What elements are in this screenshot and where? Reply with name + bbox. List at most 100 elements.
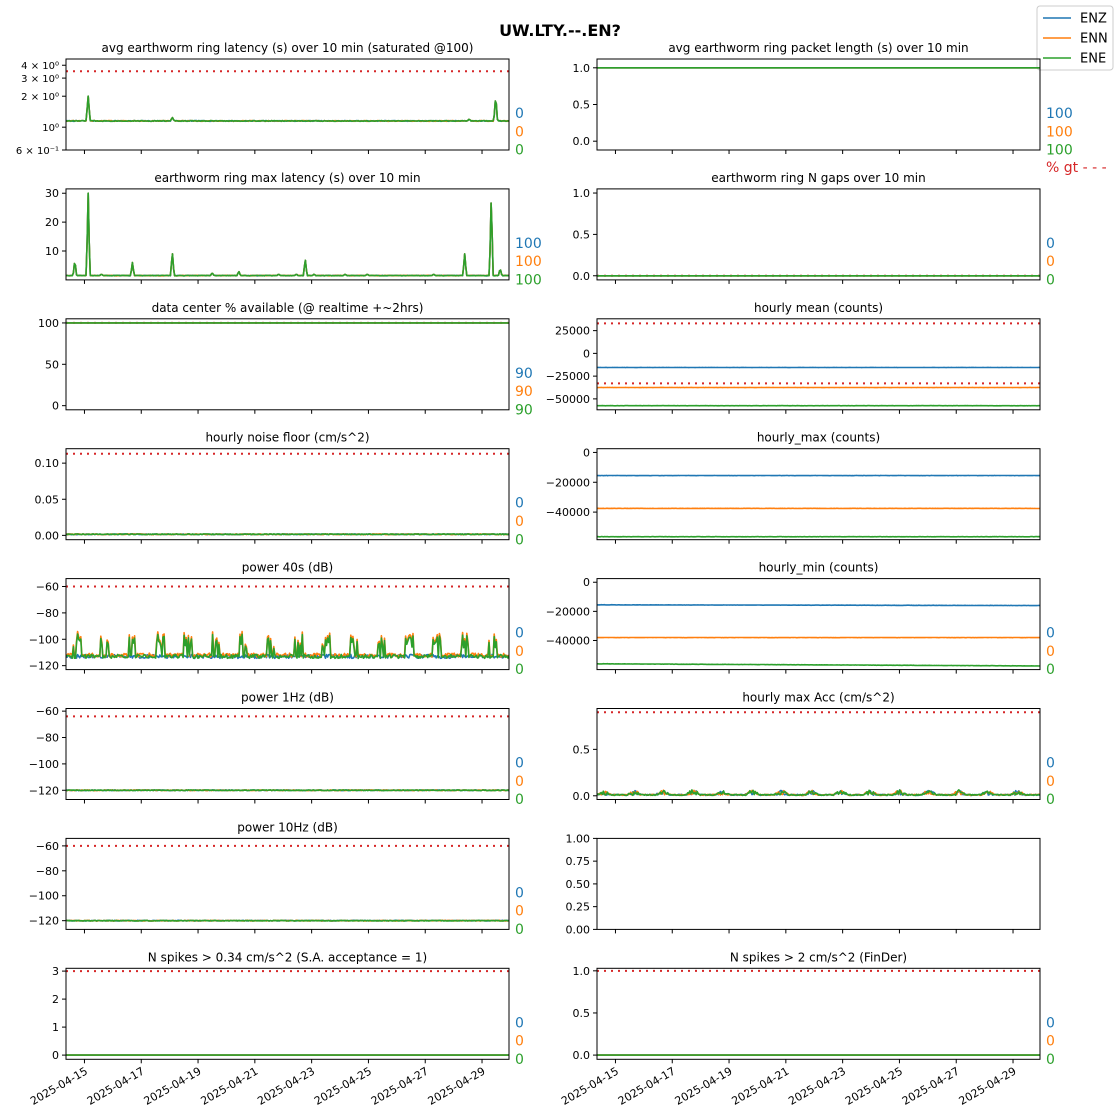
axes-frame — [65, 708, 510, 800]
y-tick-label: 6 × 10⁻¹ — [16, 146, 59, 157]
series-line-ene — [66, 533, 509, 536]
y-tick-label: 0 — [52, 1049, 59, 1062]
axes-frame — [596, 967, 1041, 1060]
series-line-ene — [597, 788, 1040, 797]
y-tick-label: 20 — [45, 216, 59, 229]
y-tick-label: 2 × 10⁰ — [21, 92, 59, 103]
pct-gt-enn: 0 — [515, 904, 524, 920]
pct-gt-ene: 0 — [1046, 662, 1055, 678]
y-tick-label: −40000 — [546, 506, 590, 519]
plot-area — [66, 715, 509, 792]
axes-frame — [65, 578, 510, 671]
y-tick-label: 4 × 10⁰ — [21, 61, 59, 72]
pct-gt-enz: 0 — [1046, 626, 1055, 642]
panel-title: earthworm ring N gaps over 10 min — [711, 171, 925, 185]
y-tick-label: 0.00 — [566, 923, 591, 936]
y-tick-label: 0.5 — [573, 743, 591, 756]
y-tick-label: −25000 — [546, 370, 590, 383]
y-tick-label: 0.5 — [573, 1007, 591, 1020]
pct-gt-ene: 0 — [515, 662, 524, 678]
panel-9: hourly_min (counts) −40000 −20000 0 0 0 0 — [546, 561, 1055, 679]
plot-area — [597, 474, 1040, 538]
pct-gt-ene: 0 — [515, 1052, 524, 1068]
panel-title: hourly_min (counts) — [759, 561, 879, 575]
pct-gt-enn: 100 — [515, 254, 542, 270]
panel-title: avg earthworm ring packet length (s) ove… — [668, 41, 968, 55]
y-tick-label: 0 — [52, 400, 59, 413]
panel-1: avg earthworm ring packet length (s) ove… — [573, 41, 1107, 176]
plot-area — [66, 585, 509, 660]
pct-gt-enz: 100 — [1046, 106, 1073, 122]
y-tick-label: −40000 — [546, 634, 590, 647]
y-tick-label: −60 — [36, 840, 59, 853]
axes-frame — [65, 58, 510, 151]
y-tick-label: 0 — [583, 576, 590, 589]
y-tick-label: 0.25 — [566, 901, 591, 914]
axes-frame — [65, 188, 510, 281]
plot-area — [66, 70, 509, 123]
y-tick-label: −80 — [36, 607, 59, 620]
panel-2: earthworm ring max latency (s) over 10 m… — [45, 171, 542, 289]
pct-gt-enn: 0 — [515, 124, 524, 140]
plot-area — [597, 969, 1040, 1056]
pct-gt-ene: 100 — [1046, 143, 1073, 159]
y-tick-label: 0 — [583, 446, 590, 459]
y-tick-label: −80 — [36, 865, 59, 878]
y-tick-label: 3 × 10⁰ — [21, 74, 59, 85]
axes-frame — [596, 708, 1041, 800]
y-tick-label: 100 — [38, 317, 59, 330]
plot-area — [66, 970, 509, 1056]
axes-frame — [65, 837, 510, 930]
panel-title: N spikes > 2 cm/s^2 (FinDer) — [730, 950, 907, 964]
series-line-enz — [66, 653, 509, 660]
series-line-ene — [66, 633, 509, 660]
panel-title: data center % available (@ realtime +~2h… — [152, 301, 424, 315]
y-tick-label: −120 — [29, 660, 59, 673]
pct-gt-ene: 0 — [1046, 792, 1055, 808]
y-tick-label: 0.0 — [573, 790, 591, 803]
y-tick-label: 3 — [52, 965, 59, 978]
y-tick-label: 0.10 — [35, 457, 60, 470]
panel-title: avg earthworm ring latency (s) over 10 m… — [102, 41, 474, 55]
y-tick-label: 0.50 — [566, 878, 591, 891]
pct-gt-ene: 0 — [515, 532, 524, 548]
y-tick-label: 0 — [583, 347, 590, 360]
y-tick-label: −20000 — [546, 476, 590, 489]
panel-title: hourly mean (counts) — [754, 301, 883, 315]
y-tick-label: 10⁰ — [42, 123, 59, 134]
pct-gt-ene: 90 — [515, 402, 533, 418]
y-tick-label: −60 — [36, 705, 59, 718]
pct-gt-ene: 0 — [515, 922, 524, 938]
pct-gt-enn: 0 — [515, 1034, 524, 1050]
panel-title: earthworm ring max latency (s) over 10 m… — [154, 171, 420, 185]
pct-gt-enn: 0 — [1046, 254, 1055, 270]
axes-frame — [596, 448, 1041, 541]
y-tick-label: 0.0 — [573, 135, 591, 148]
panel-title: power 10Hz (dB) — [237, 820, 338, 834]
pct-gt-ene: 100 — [515, 273, 542, 289]
panel-title: power 1Hz (dB) — [241, 691, 334, 705]
y-tick-label: −50000 — [546, 393, 590, 406]
plot-area — [66, 452, 509, 536]
y-tick-label: 1.0 — [573, 187, 591, 200]
axes-frame — [596, 318, 1041, 411]
panel-4: data center % available (@ realtime +~2h… — [38, 301, 533, 419]
pct-gt-enn: 0 — [1046, 774, 1055, 790]
y-tick-label: 1.0 — [573, 62, 591, 75]
panel-6: hourly noise floor (cm/s^2) 0.00 0.05 0.10 0… — [35, 431, 524, 549]
legend: ENZ ENN ENE — [1036, 5, 1114, 71]
pct-gt-enz: 0 — [515, 106, 524, 122]
legend-label-enz: ENZ — [1080, 12, 1107, 27]
y-tick-label: 2 — [52, 993, 59, 1006]
axes-frame — [596, 578, 1041, 671]
series-line-ene — [66, 192, 509, 277]
pct-gt-enz: 0 — [1046, 756, 1055, 772]
y-tick-label: −80 — [36, 732, 59, 745]
legend-box — [1036, 5, 1114, 71]
y-tick-label: 1 — [52, 1021, 59, 1034]
pct-gt-ene: 0 — [1046, 1052, 1055, 1068]
panel-title: hourly_max (counts) — [757, 431, 880, 445]
panel-title: N spikes > 0.34 cm/s^2 (S.A. acceptance … — [148, 950, 427, 964]
pct-gt-enz: 0 — [515, 756, 524, 772]
pct-gt-enn: 0 — [1046, 644, 1055, 660]
